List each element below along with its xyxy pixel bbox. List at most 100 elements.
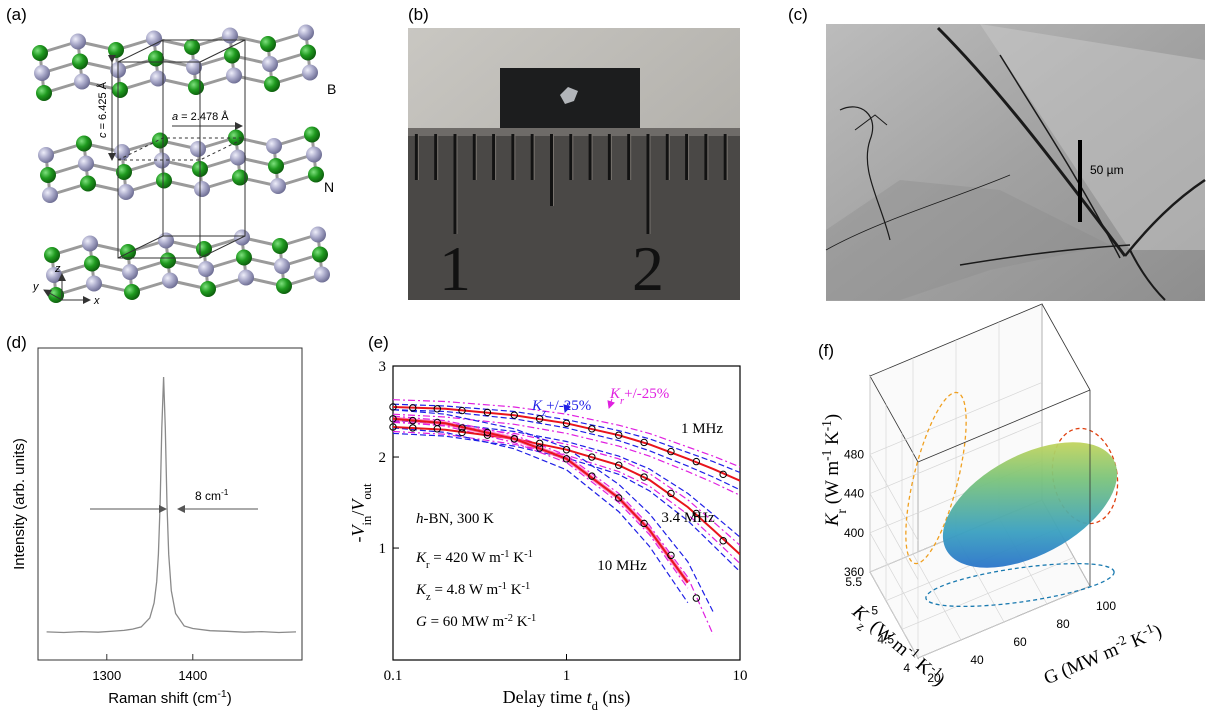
atom xyxy=(270,178,286,194)
data-point xyxy=(615,494,623,502)
grid-line xyxy=(869,571,919,659)
atom xyxy=(304,126,320,143)
width-label: 8 cm-1 xyxy=(195,487,229,503)
x-tick-label: 1400 xyxy=(178,668,207,683)
data-point xyxy=(433,405,441,413)
x-tick-label: 100 xyxy=(1096,599,1116,613)
data-point xyxy=(483,428,492,437)
axis-letter: y xyxy=(32,281,40,293)
z-axis-label-part: K xyxy=(822,512,843,527)
annotation-part: -1 xyxy=(524,549,533,560)
atom-label: N xyxy=(324,179,334,195)
data-point xyxy=(588,425,596,433)
atom xyxy=(74,73,90,90)
atom xyxy=(222,27,238,44)
annotation-part: K xyxy=(510,550,525,566)
atom xyxy=(158,232,174,249)
projection xyxy=(925,562,1115,608)
atom xyxy=(116,164,132,180)
y-axis-label: -Vin/Vout xyxy=(348,483,374,542)
atom xyxy=(80,175,96,192)
kr-label-part: +/-25% xyxy=(624,386,669,402)
lattice-a-value: = 2.478 Å xyxy=(178,110,229,123)
kz-bound xyxy=(393,409,714,613)
atom xyxy=(84,255,100,272)
width-label-part: 8 cm xyxy=(195,489,221,503)
kz-label-part: z xyxy=(541,408,546,419)
data-point xyxy=(588,472,596,480)
atom xyxy=(44,247,60,263)
data-point xyxy=(389,423,397,431)
atom xyxy=(38,147,54,163)
atom xyxy=(300,44,316,61)
atom xyxy=(156,172,172,189)
atom xyxy=(190,141,206,157)
y-tick-label: 4 xyxy=(903,661,910,675)
x-tick-label: 0.1 xyxy=(384,668,403,684)
atom xyxy=(274,258,290,274)
x-tick-label: 1 xyxy=(563,668,571,684)
x-axis-label: Delay time td (ns) xyxy=(503,687,631,713)
atom xyxy=(152,132,168,149)
projection xyxy=(905,391,967,565)
x-tick-label: 10 xyxy=(733,668,748,684)
atom xyxy=(266,138,282,154)
annotation-part: -1 xyxy=(501,549,510,560)
atom-label: B xyxy=(327,81,336,97)
annotation-part: -1 xyxy=(522,581,531,592)
crystal-structure xyxy=(32,24,330,303)
atom xyxy=(42,187,58,203)
y-axis-label-part: V xyxy=(348,523,368,536)
atom xyxy=(306,146,322,163)
ellipsoid xyxy=(942,442,1118,568)
annotation-part: K xyxy=(513,614,528,630)
grid-line xyxy=(869,532,919,619)
x-axis-label: Raman shift (cm-1) xyxy=(108,688,232,707)
ruler-label: 1 xyxy=(439,233,471,304)
atom xyxy=(72,53,88,70)
z-tick-label: 400 xyxy=(844,526,864,540)
x-axis-label-part: G (MW m xyxy=(1041,639,1122,689)
atom xyxy=(118,184,134,200)
atom xyxy=(272,238,288,254)
annotation-part: -2 xyxy=(504,613,513,624)
atom xyxy=(298,24,314,41)
atom xyxy=(188,79,204,95)
lattice-c: c = 6.425 Å xyxy=(96,81,109,138)
box-edge xyxy=(917,389,1091,463)
data-point xyxy=(510,435,518,443)
data-point xyxy=(458,428,466,437)
annotation-part: -1 xyxy=(528,613,537,624)
fit-line xyxy=(393,417,689,584)
fit-line xyxy=(393,406,740,482)
panel-label: (a) xyxy=(6,5,27,24)
atom xyxy=(124,284,140,300)
atom xyxy=(226,67,242,84)
atom xyxy=(150,70,166,87)
data-point xyxy=(433,418,441,427)
z-tick-label: 360 xyxy=(844,565,864,579)
atom xyxy=(238,269,254,286)
atom xyxy=(196,241,212,257)
kz-bound xyxy=(393,427,689,604)
panel-label: (d) xyxy=(6,333,27,352)
atom xyxy=(312,246,328,263)
x-axis-label-part: Raman shift (cm xyxy=(108,690,217,707)
panel-label: (e) xyxy=(368,333,389,352)
kr-bound xyxy=(393,399,740,468)
atom xyxy=(162,272,178,289)
annotation-part: K xyxy=(415,582,427,598)
atom xyxy=(120,244,136,260)
lattice-c-symbol: c xyxy=(97,132,109,138)
atom xyxy=(160,252,176,269)
atom xyxy=(200,281,216,297)
annotation: Kr = 420 W m-1 K-1 xyxy=(415,549,533,571)
annotation-part: -1 xyxy=(498,581,507,592)
data-point xyxy=(562,455,571,463)
atom xyxy=(70,33,86,50)
data-point xyxy=(615,431,623,439)
x-axis-label-part: -1 xyxy=(217,688,226,700)
fit-line xyxy=(393,426,740,556)
lattice-a: a = 2.478 Å xyxy=(172,110,229,123)
